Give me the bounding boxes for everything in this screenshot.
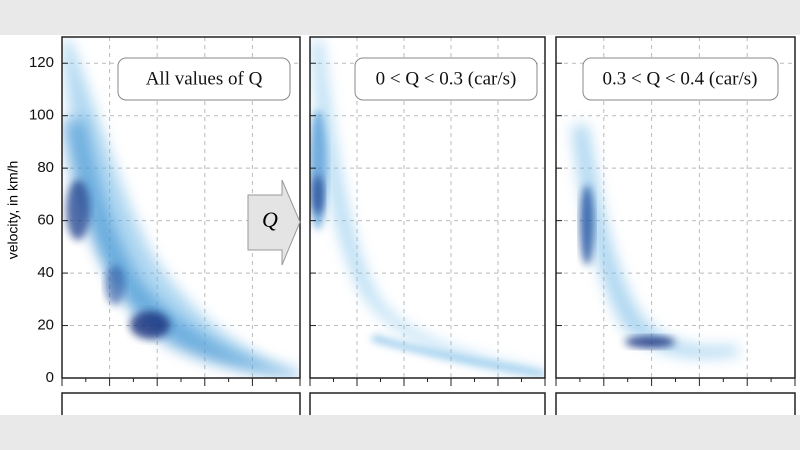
panel-label-box bbox=[582, 57, 779, 101]
density bbox=[572, 125, 740, 358]
panel-label: 0.3 < Q < 0.4 (car/s) bbox=[603, 68, 758, 89]
panel-label: All values of Q bbox=[146, 68, 263, 89]
density bbox=[62, 40, 300, 378]
panel-label-box bbox=[117, 57, 291, 101]
y-axis-label: velocity, in km/h bbox=[5, 161, 21, 260]
y-tick-label: 40 bbox=[37, 264, 54, 281]
bottom-band bbox=[0, 415, 800, 450]
panel-label-box bbox=[354, 57, 538, 101]
y-tick-label: 20 bbox=[37, 317, 54, 334]
y-tick-label: 60 bbox=[37, 212, 54, 229]
y-tick-label: 100 bbox=[29, 107, 54, 124]
panel-label: 0 < Q < 0.3 (car/s) bbox=[376, 68, 517, 89]
y-tick-label: 0 bbox=[46, 369, 54, 386]
density bbox=[310, 40, 545, 378]
arrow bbox=[247, 179, 301, 266]
y-tick-label: 120 bbox=[29, 54, 54, 71]
y-tick-label: 80 bbox=[37, 159, 54, 176]
arrow-label: Q bbox=[262, 207, 278, 232]
